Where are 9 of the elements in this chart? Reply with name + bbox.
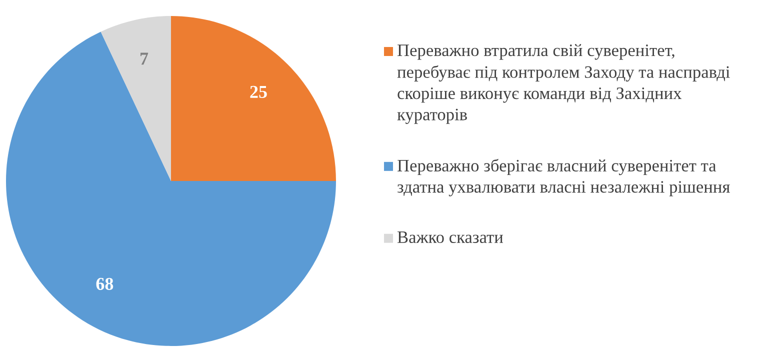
data-label: 68 bbox=[96, 278, 114, 290]
legend-label: Важко сказати bbox=[398, 232, 504, 244]
legend-label: Переважно втратила свій суверенітет, перебуває під контролем Заходу та насправді скоріше виконує команди від Західних кураторів bbox=[397, 44, 730, 124]
data-label: 25 bbox=[250, 86, 267, 98]
pie-slice bbox=[6, 32, 336, 346]
data-label: 7 bbox=[140, 52, 148, 65]
pie-slice bbox=[100, 16, 171, 181]
pie-slice bbox=[171, 16, 336, 181]
legend-label: Переважно зберігає власний суверенітет та здатна ухвалювати власні незалежні рішення bbox=[397, 158, 730, 196]
